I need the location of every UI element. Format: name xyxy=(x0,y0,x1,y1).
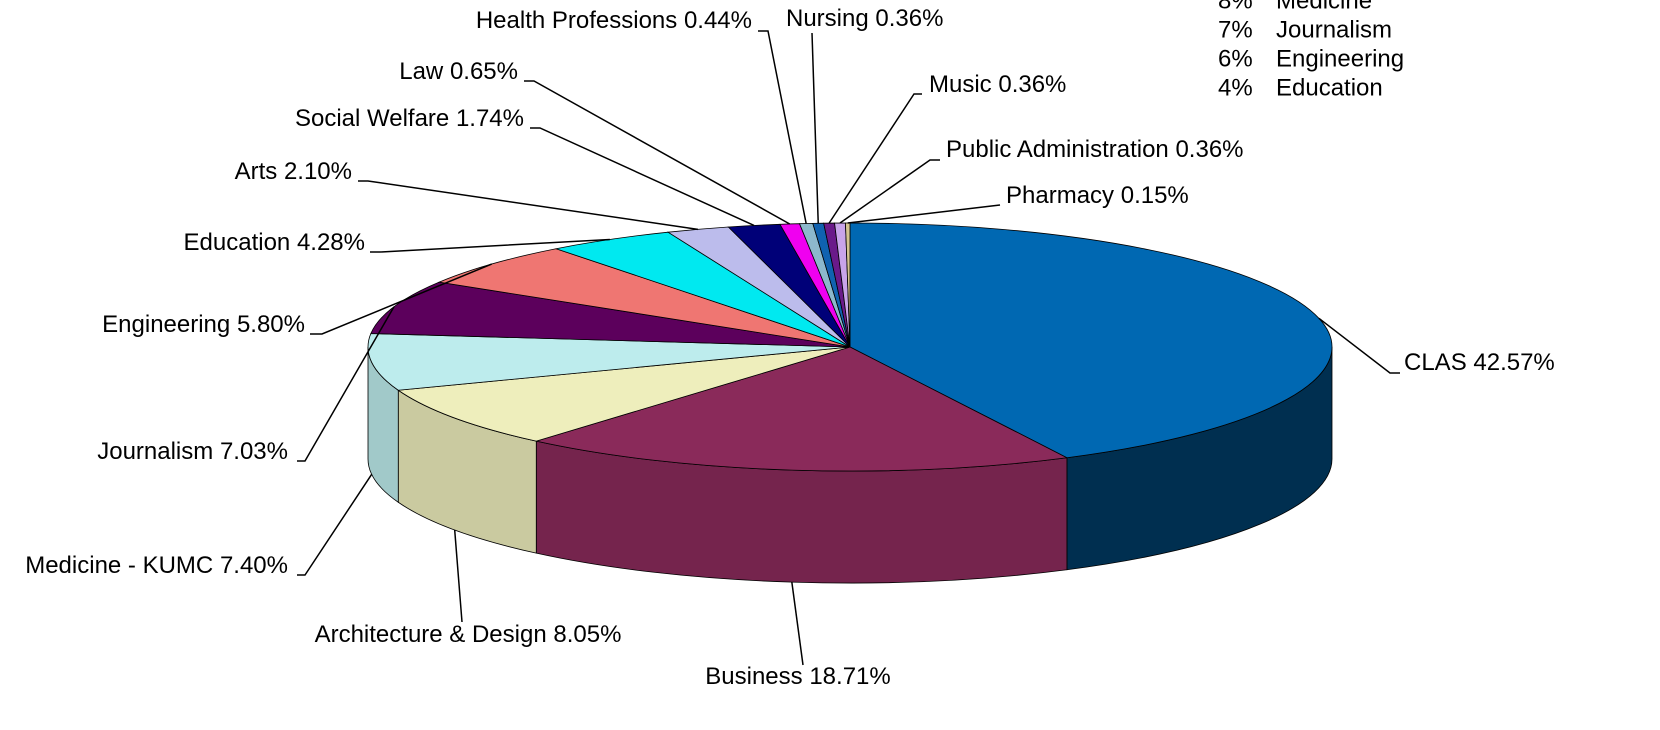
slice-label: Arts 2.10% xyxy=(235,158,352,185)
leader-line xyxy=(524,80,791,225)
slice-category: Health Professions xyxy=(476,7,677,34)
leader-line xyxy=(791,581,804,666)
slice-value: 5.80% xyxy=(237,311,305,338)
note-percent: 7% xyxy=(1218,16,1253,43)
slice-value: 2.10% xyxy=(284,158,352,185)
slice-label: Education 4.28% xyxy=(184,229,365,256)
slice-value: 0.44% xyxy=(684,7,752,34)
slice-value: 1.74% xyxy=(456,105,524,132)
leader-line xyxy=(758,30,807,224)
note-percent: 6% xyxy=(1218,45,1253,72)
slice-value: 0.36% xyxy=(875,5,943,32)
leader-line xyxy=(297,473,373,576)
slice-label: Health Professions 0.44% xyxy=(476,7,752,34)
slice-label: Architecture & Design 8.05% xyxy=(315,621,622,648)
slice-category: Engineering xyxy=(102,311,230,338)
slice-category: Law xyxy=(399,58,444,85)
slice-category: Education xyxy=(184,229,291,256)
slice-category: CLAS xyxy=(1404,349,1467,376)
leader-line xyxy=(839,159,940,224)
slice-category: Nursing xyxy=(786,5,869,32)
slice-label: Business 18.71% xyxy=(705,663,890,690)
note-text: Engineering xyxy=(1276,45,1404,72)
note-text: Journalism xyxy=(1276,16,1392,43)
slice-value: 7.40% xyxy=(220,552,288,579)
slice-category: Music xyxy=(929,71,992,98)
slice-label: Social Welfare 1.74% xyxy=(295,105,524,132)
slice-value: 42.57% xyxy=(1473,349,1554,376)
slice-label: Nursing 0.36% xyxy=(786,5,943,32)
slice-category: Business xyxy=(705,663,802,690)
slice xyxy=(437,248,851,348)
slice-value: 8.05% xyxy=(553,621,621,648)
leader-line xyxy=(358,180,698,231)
slice-value: 0.65% xyxy=(450,58,518,85)
slice-label: Music 0.36% xyxy=(929,71,1066,98)
slice xyxy=(534,346,1069,472)
leader-line xyxy=(530,127,755,227)
slice-label: Public Administration 0.36% xyxy=(946,136,1244,163)
slice-category: Journalism xyxy=(97,438,213,465)
leader-line xyxy=(297,306,395,462)
slice-label: Journalism 7.03% xyxy=(97,438,288,465)
slice-category: Pharmacy xyxy=(1006,182,1114,209)
leader-line xyxy=(828,93,922,224)
slice-value: 0.15% xyxy=(1121,182,1189,209)
leader-line xyxy=(811,32,819,224)
slice-label: Medicine - KUMC 7.40% xyxy=(25,552,288,579)
slice-category: Medicine - KUMC xyxy=(25,552,213,579)
note-percent: 8% xyxy=(1218,0,1253,14)
slice-category: Arts xyxy=(235,158,278,185)
slice xyxy=(397,346,851,442)
leader-line xyxy=(310,263,492,335)
slice-label: Pharmacy 0.15% xyxy=(1006,182,1189,209)
slice-value: 18.71% xyxy=(809,663,890,690)
slice-value: 0.36% xyxy=(998,71,1066,98)
note-text: Medicine xyxy=(1276,0,1372,14)
slice-value: 0.36% xyxy=(1175,136,1243,163)
leader-line xyxy=(1318,317,1400,374)
note-text: Education xyxy=(1276,74,1383,101)
slice-label: Law 0.65% xyxy=(399,58,518,85)
slice-label: Engineering 5.80% xyxy=(102,311,305,338)
slice-category: Architecture & Design xyxy=(315,621,547,648)
slice-value: 4.28% xyxy=(297,229,365,256)
slice xyxy=(849,222,1333,459)
slice-category: Social Welfare xyxy=(295,105,449,132)
leader-line xyxy=(453,529,463,623)
slice-label: CLAS 42.57% xyxy=(1404,349,1555,376)
slice xyxy=(367,333,851,391)
slice-category: Public Administration xyxy=(946,136,1169,163)
leader-line xyxy=(370,238,610,253)
note-percent: 4% xyxy=(1218,74,1253,101)
leader-line xyxy=(847,204,1001,224)
slice-value: 7.03% xyxy=(220,438,288,465)
